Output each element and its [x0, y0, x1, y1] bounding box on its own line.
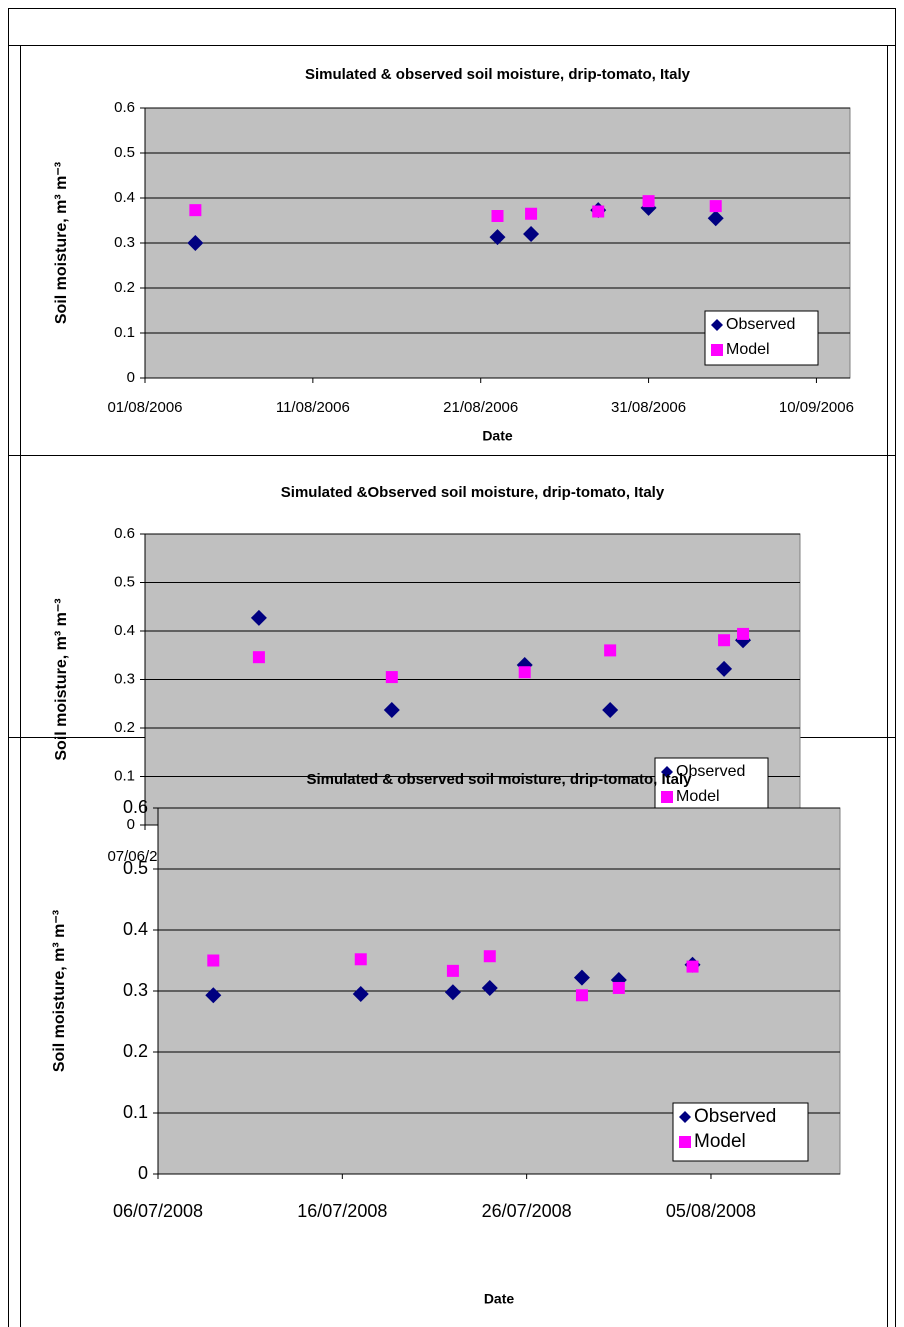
y-tick-label: 0.3 — [114, 670, 135, 687]
data-point — [523, 226, 540, 242]
legend-label: Model — [676, 788, 720, 805]
y-tick-label: 0.6 — [123, 797, 148, 817]
y-tick-label: 0 — [127, 816, 135, 833]
data-point — [518, 666, 531, 679]
data-point — [686, 960, 699, 973]
data-point — [444, 984, 461, 1001]
chart-title: Simulated & observed soil moisture, drip… — [305, 66, 691, 83]
legend-marker — [661, 791, 673, 803]
y-axis-label: Soil moisture, m³ m⁻³ — [51, 910, 68, 1072]
x-tick-label: 31/08/2006 — [611, 399, 686, 416]
data-point — [716, 660, 733, 677]
y-tick-label: 0.1 — [114, 324, 135, 341]
data-point — [383, 702, 400, 719]
data-point — [354, 953, 367, 966]
data-point — [489, 229, 506, 246]
x-tick-label: 05/08/2008 — [666, 1201, 756, 1221]
legend-marker — [679, 1111, 691, 1123]
data-point — [525, 207, 538, 220]
data-point — [604, 644, 617, 657]
data-point — [491, 210, 504, 222]
legend-label: Observed — [676, 763, 745, 780]
data-point — [187, 235, 204, 251]
y-tick-label: 0.4 — [114, 189, 135, 206]
data-point — [352, 986, 369, 1003]
y-tick-label: 0.5 — [114, 144, 135, 161]
legend-marker — [661, 766, 673, 778]
legend-box — [704, 310, 819, 366]
legend-label: Model — [726, 341, 770, 358]
data-point — [252, 651, 265, 664]
y-tick-label: 0 — [127, 369, 135, 386]
chart-title: Simulated & observed soil moisture, drip… — [306, 771, 692, 788]
chart-title: Simulated &Observed soil moisture, drip-… — [281, 484, 665, 501]
table-border — [8, 8, 896, 1327]
x-axis-label: Date — [482, 428, 513, 444]
x-tick-label: 10/09/2006 — [779, 399, 854, 416]
y-tick-label: 0.4 — [114, 622, 135, 639]
legend-label: Observed — [694, 1106, 776, 1127]
x-tick-label: 11/08/2006 — [276, 399, 350, 416]
y-tick-label: 0.6 — [114, 525, 135, 542]
data-point — [592, 205, 605, 218]
data-point — [573, 969, 590, 986]
y-tick-label: 0.5 — [114, 573, 135, 590]
x-axis-label: Date — [484, 1291, 515, 1307]
x-tick-label: 01/08/2006 — [107, 399, 182, 416]
data-point — [709, 200, 722, 213]
data-point — [250, 609, 267, 626]
legend-box — [672, 1102, 809, 1162]
y-tick-label: 0.4 — [123, 919, 148, 939]
data-point — [207, 954, 220, 967]
y-tick-label: 0 — [138, 1163, 148, 1183]
data-point — [189, 204, 202, 217]
y-tick-label: 0.2 — [123, 1041, 148, 1061]
x-tick-label: 21/08/2006 — [443, 399, 518, 416]
x-tick-label: 16/07/2008 — [297, 1201, 387, 1221]
legend-marker — [711, 344, 723, 356]
data-point — [707, 210, 724, 227]
legend-marker — [679, 1136, 691, 1148]
data-point — [737, 627, 750, 640]
x-tick-label: 26/07/2008 — [482, 1201, 572, 1221]
data-point — [205, 987, 222, 1004]
data-point — [483, 950, 496, 963]
data-point — [602, 702, 619, 719]
y-tick-label: 0.3 — [114, 234, 135, 251]
y-tick-label: 0.6 — [114, 99, 135, 116]
y-tick-label: 0.5 — [123, 858, 148, 878]
data-point — [446, 964, 459, 977]
y-tick-label: 0.3 — [123, 980, 148, 1000]
y-axis-label: Soil moisture, m³ m⁻³ — [53, 598, 70, 760]
legend-marker — [711, 319, 723, 331]
data-point — [612, 981, 625, 994]
data-point — [575, 989, 588, 1002]
y-tick-label: 0.2 — [114, 719, 135, 736]
legend-label: Observed — [726, 316, 795, 333]
data-point — [718, 634, 731, 647]
legend-box — [654, 757, 769, 813]
legend-label: Model — [694, 1131, 746, 1152]
y-tick-label: 0.1 — [114, 767, 135, 784]
x-tick-label: 06/07/2008 — [113, 1201, 203, 1221]
y-tick-label: 0.1 — [123, 1102, 148, 1122]
y-axis-label: Soil moisture, m³ m⁻³ — [53, 162, 70, 324]
data-point — [385, 671, 398, 684]
data-point — [642, 195, 655, 208]
data-point — [481, 979, 498, 996]
y-tick-label: 0.2 — [114, 279, 135, 296]
